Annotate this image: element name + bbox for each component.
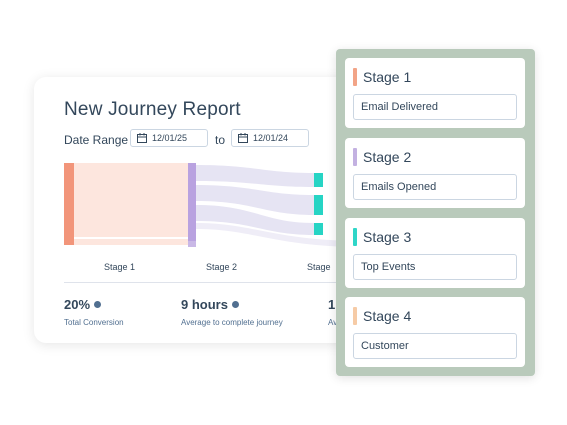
stage-color-marker — [353, 68, 357, 86]
flow-stage2-to-stage3-top — [196, 165, 314, 187]
info-dot-icon[interactable] — [94, 301, 102, 308]
chart-stage-label-3: Stage — [307, 262, 331, 272]
stage-event-input[interactable]: Customer — [353, 333, 517, 359]
stage-card-4: Stage 4 Customer — [345, 297, 525, 367]
stage-name: Stage 4 — [363, 308, 412, 324]
stage-name: Stage 3 — [363, 229, 412, 245]
stage-color-marker — [353, 307, 357, 325]
metrics-divider — [64, 282, 364, 283]
flow-stage2-to-stage3-mid — [196, 185, 314, 215]
stage1-node — [64, 163, 74, 245]
stage3-node-low — [314, 223, 323, 235]
stage-event-input[interactable]: Emails Opened — [353, 174, 517, 200]
metric-value: 9 hours — [181, 297, 228, 312]
metric-third: 1 Av — [328, 297, 337, 327]
metric-total-conversion: 20% Total Conversion — [64, 297, 124, 327]
flow-stage1-to-stage2-lower — [74, 239, 188, 245]
metric-caption: Av — [328, 318, 338, 327]
stage2-node — [188, 163, 196, 241]
journey-report-card: New Journey Report Date Range 12/01/25 t… — [34, 77, 364, 343]
stage-event-input[interactable]: Email Delivered — [353, 94, 517, 120]
calendar-icon — [137, 133, 147, 143]
stage-color-marker — [353, 148, 357, 166]
flow-stage2-continue — [196, 223, 364, 247]
metric-value: 20% — [64, 297, 91, 312]
stage-card-3: Stage 3 Top Events — [345, 218, 525, 288]
stage-color-marker — [353, 228, 357, 246]
stage-card-1: Stage 1 Email Delivered — [345, 58, 525, 128]
date-to-label: to — [215, 133, 226, 147]
flow-stage2-to-stage3-low — [196, 205, 314, 235]
flow-stage1-to-stage2-main — [74, 163, 188, 237]
report-title: New Journey Report — [64, 99, 241, 120]
date-range-row: Date Range 12/01/25 to 12/01/24 — [64, 129, 364, 151]
stage3-node-mid — [314, 195, 323, 215]
metric-average-time: 9 hours Average to complete journey — [181, 297, 283, 327]
start-date-input[interactable]: 12/01/25 — [130, 129, 208, 147]
stage-name: Stage 2 — [363, 149, 412, 165]
stage2-node-lower — [188, 241, 196, 247]
end-date-input[interactable]: 12/01/24 — [231, 129, 309, 147]
stage-event-input[interactable]: Top Events — [353, 254, 517, 280]
date-range-label: Date Range — [64, 133, 129, 147]
calendar-icon — [238, 133, 248, 143]
metric-caption: Average to complete journey — [181, 318, 283, 327]
chart-stage-label-2: Stage 2 — [206, 262, 238, 272]
stage-name: Stage 1 — [363, 69, 412, 85]
metric-value: 1 — [328, 297, 336, 312]
start-date-value: 12/01/25 — [152, 133, 188, 143]
chart-stage-label-1: Stage 1 — [104, 262, 136, 272]
info-dot-icon[interactable] — [231, 301, 239, 308]
end-date-value: 12/01/24 — [253, 133, 289, 143]
journey-sankey-chart — [64, 163, 364, 247]
stage-card-2: Stage 2 Emails Opened — [345, 138, 525, 208]
metric-caption: Total Conversion — [64, 318, 124, 327]
stages-panel: Stage 1 Email Delivered Stage 2 Emails O… — [336, 49, 535, 376]
stage3-node-top — [314, 173, 323, 187]
